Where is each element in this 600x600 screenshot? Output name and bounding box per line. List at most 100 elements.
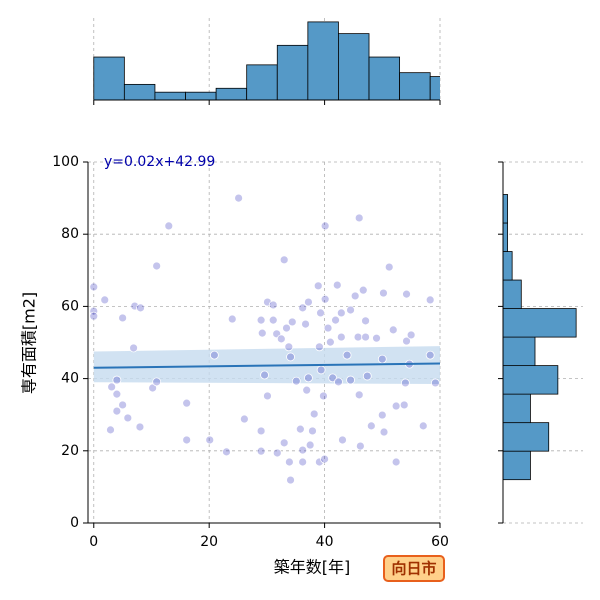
point: [314, 457, 324, 467]
bar: [502, 308, 577, 338]
point: [302, 385, 312, 395]
bar: [368, 56, 401, 101]
point: [377, 410, 387, 420]
bar: [502, 450, 531, 481]
point: [279, 255, 289, 265]
point: [263, 391, 272, 401]
point: [279, 438, 289, 448]
fit-line: [93, 362, 440, 369]
point: [112, 406, 122, 416]
point: [222, 447, 231, 457]
point: [346, 305, 355, 315]
point: [399, 400, 409, 410]
point: [89, 282, 99, 292]
point: [316, 365, 326, 375]
point: [379, 288, 388, 298]
point: [391, 457, 401, 467]
point: [366, 421, 376, 431]
bar: [502, 279, 522, 309]
y-tick-label: 100: [52, 154, 79, 170]
point: [268, 315, 278, 325]
point: [298, 303, 308, 313]
point: [205, 435, 215, 445]
y-tick-label: 60: [61, 298, 79, 314]
point: [136, 303, 145, 313]
point: [209, 350, 219, 360]
bar: [185, 91, 217, 101]
bar: [429, 76, 440, 101]
point: [164, 221, 174, 231]
point: [291, 376, 301, 386]
bar: [307, 21, 339, 101]
point: [400, 378, 410, 388]
bar: [502, 422, 550, 452]
badge: 向日市: [391, 560, 436, 578]
point: [406, 330, 416, 340]
annotation: y=0.02x+42.99: [104, 154, 215, 170]
point: [342, 350, 352, 360]
point: [402, 289, 411, 299]
point: [320, 221, 330, 231]
point: [418, 421, 428, 431]
point: [350, 291, 360, 301]
point: [361, 316, 370, 326]
point: [118, 400, 128, 410]
point: [336, 308, 346, 318]
bar: [123, 83, 156, 101]
point: [377, 354, 387, 364]
point: [182, 435, 192, 445]
y-axis-label: 専有面積[m2]: [20, 292, 39, 394]
point: [430, 378, 440, 388]
point: [182, 398, 192, 408]
y-tick-label: 20: [61, 443, 79, 459]
point: [331, 315, 340, 325]
point: [284, 457, 294, 467]
point: [320, 454, 329, 464]
bar: [154, 91, 186, 101]
point: [256, 315, 266, 325]
x-tick-label: 60: [431, 534, 449, 550]
point: [402, 336, 411, 346]
bar: [502, 251, 513, 281]
bar: [215, 87, 248, 101]
point: [286, 475, 295, 485]
point: [256, 426, 266, 436]
point: [286, 352, 295, 362]
point: [282, 323, 291, 333]
point: [129, 343, 138, 353]
point: [298, 445, 308, 455]
point: [284, 342, 294, 352]
point: [309, 409, 319, 419]
point: [316, 308, 325, 318]
point: [361, 332, 370, 342]
point: [388, 325, 398, 335]
point: [384, 262, 394, 272]
point: [112, 389, 122, 399]
bar: [246, 64, 278, 101]
point: [332, 280, 342, 290]
point: [260, 370, 269, 380]
x-tick-label: 0: [89, 534, 98, 550]
point: [272, 448, 282, 458]
y-tick-label: 40: [61, 371, 79, 387]
point: [354, 390, 364, 400]
y-tick-label: 0: [70, 515, 79, 531]
point: [256, 446, 266, 456]
bar: [93, 56, 125, 101]
point: [107, 382, 117, 392]
point: [313, 281, 323, 291]
point: [106, 425, 115, 435]
point: [152, 261, 162, 271]
hist-bars: [93, 21, 440, 101]
point: [287, 317, 297, 327]
bar: [502, 336, 536, 367]
point: [295, 424, 305, 434]
x-axis-label: 築年数[年]: [274, 558, 351, 577]
badge-box: [383, 555, 445, 582]
point: [358, 285, 368, 295]
point: [304, 373, 313, 383]
point: [355, 441, 365, 451]
point: [234, 193, 244, 203]
